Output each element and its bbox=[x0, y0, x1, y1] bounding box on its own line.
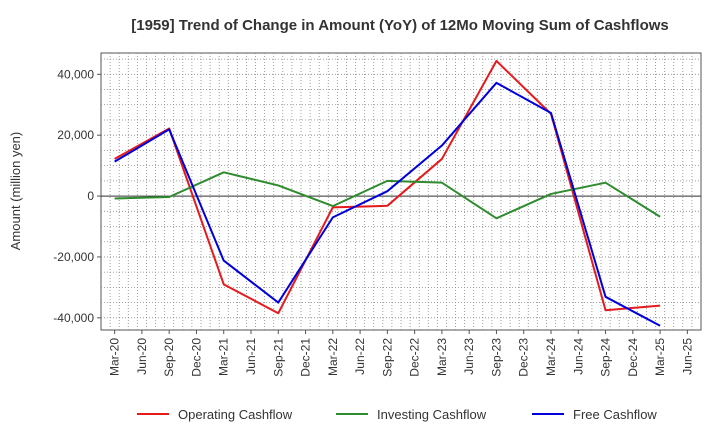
x-tick-label: Sep-22 bbox=[380, 338, 394, 377]
x-tick-label: Dec-24 bbox=[626, 338, 640, 377]
x-tick-label: Mar-23 bbox=[435, 338, 449, 376]
y-axis-ticks: 40,000 20,000 0 -20,000 -40,000 bbox=[53, 67, 101, 325]
x-axis-ticks: Mar-20 Jun-20 Sep-20 Dec-20 Mar-21 Jun-21 Sep-… bbox=[108, 330, 694, 377]
x-tick-label: Dec-20 bbox=[189, 338, 203, 377]
y-tick-label: -20,000 bbox=[53, 250, 94, 264]
x-tick-label: Dec-22 bbox=[408, 338, 422, 377]
y-tick-label: 40,000 bbox=[57, 67, 94, 81]
series-group bbox=[114, 59, 661, 327]
x-tick-label: Sep-21 bbox=[271, 338, 285, 377]
x-tick-label: Mar-22 bbox=[326, 338, 340, 376]
y-tick-label: 20,000 bbox=[57, 128, 94, 142]
y-axis-label: Amount (million yen) bbox=[8, 132, 23, 251]
y-tick-label: -40,000 bbox=[53, 311, 94, 325]
legend: Operating Cashflow Investing Cashflow Free… bbox=[137, 407, 657, 422]
legend-label: Free Cashflow bbox=[573, 407, 657, 422]
x-tick-label: Jun-20 bbox=[135, 338, 149, 375]
x-tick-label: Dec-23 bbox=[517, 338, 531, 377]
legend-label: Investing Cashflow bbox=[377, 407, 487, 422]
series-line-free-cashflow bbox=[114, 81, 661, 327]
x-tick-label: Sep-23 bbox=[489, 338, 503, 377]
x-tick-label: Mar-25 bbox=[653, 338, 667, 376]
series-line-investing-cashflow bbox=[114, 171, 661, 220]
x-tick-label: Jun-21 bbox=[244, 338, 258, 375]
x-tick-label: Sep-20 bbox=[162, 338, 176, 377]
x-tick-label: Sep-24 bbox=[599, 338, 613, 377]
legend-label: Operating Cashflow bbox=[178, 407, 293, 422]
x-tick-label: Jun-24 bbox=[571, 338, 585, 375]
x-tick-label: Mar-21 bbox=[217, 338, 231, 376]
series-line-operating-cashflow bbox=[114, 59, 661, 315]
x-tick-label: Jun-23 bbox=[462, 338, 476, 375]
y-tick-label: 0 bbox=[87, 189, 94, 203]
x-tick-label: Jun-25 bbox=[680, 338, 694, 375]
x-tick-label: Mar-20 bbox=[108, 338, 122, 376]
x-tick-label: Jun-22 bbox=[353, 338, 367, 375]
x-tick-label: Dec-21 bbox=[299, 338, 313, 377]
x-tick-label: Mar-24 bbox=[544, 338, 558, 376]
chart-title: [1959] Trend of Change in Amount (YoY) o… bbox=[131, 17, 669, 34]
